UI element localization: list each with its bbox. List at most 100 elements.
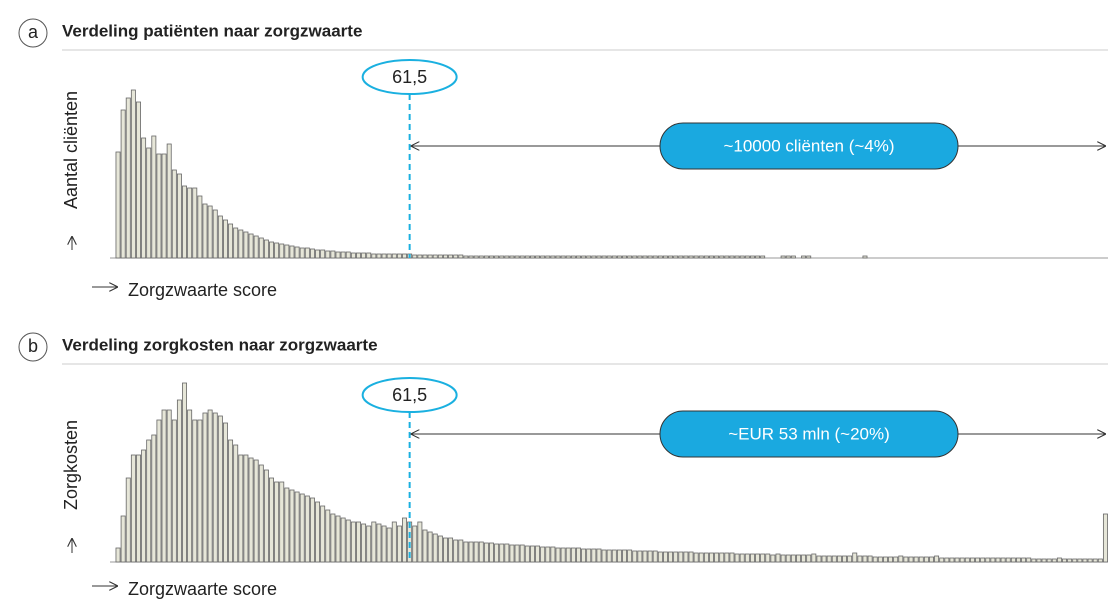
bar bbox=[483, 255, 489, 259]
bar bbox=[381, 253, 387, 259]
bar bbox=[453, 539, 459, 563]
bar bbox=[903, 556, 909, 563]
bar bbox=[223, 219, 228, 259]
bar bbox=[325, 509, 331, 563]
range-label: ~10000 cliënten (~4%) bbox=[723, 136, 894, 155]
bar bbox=[115, 547, 121, 563]
bar bbox=[668, 551, 674, 563]
bar bbox=[1026, 557, 1032, 563]
panel-title: Verdeling patiënten naar zorgzwaarte bbox=[62, 21, 362, 40]
bar bbox=[724, 255, 730, 259]
bar bbox=[806, 255, 812, 259]
bar bbox=[263, 469, 269, 563]
panel-badge bbox=[18, 18, 48, 48]
bar bbox=[146, 439, 152, 563]
bar bbox=[637, 255, 643, 259]
bar bbox=[535, 545, 541, 563]
bar bbox=[816, 555, 822, 563]
bar bbox=[228, 223, 234, 259]
bar bbox=[934, 555, 940, 563]
bar bbox=[683, 551, 689, 563]
bar bbox=[238, 229, 244, 259]
bar bbox=[1010, 557, 1016, 563]
bar bbox=[320, 505, 326, 563]
bar bbox=[514, 544, 520, 563]
bar bbox=[852, 552, 858, 563]
bar bbox=[862, 555, 868, 563]
bar bbox=[555, 255, 561, 259]
bar bbox=[233, 444, 239, 563]
marker-label: 61,5 bbox=[392, 385, 427, 405]
bar bbox=[468, 541, 474, 563]
bar bbox=[442, 254, 448, 259]
bar bbox=[141, 449, 147, 563]
bar bbox=[765, 553, 771, 563]
bar bbox=[309, 248, 315, 259]
bar bbox=[228, 439, 234, 563]
bar bbox=[442, 537, 448, 563]
marker-label: 61,5 bbox=[392, 67, 427, 87]
bar bbox=[422, 529, 428, 563]
bar bbox=[136, 454, 141, 563]
bar bbox=[361, 252, 367, 259]
bar bbox=[908, 556, 914, 563]
bar bbox=[371, 253, 377, 259]
bar bbox=[499, 543, 505, 563]
bar bbox=[156, 153, 162, 259]
bar bbox=[678, 551, 684, 563]
bar bbox=[458, 539, 464, 563]
bar bbox=[253, 459, 259, 563]
y-axis-label: Aantal cliënten bbox=[61, 91, 81, 209]
bar bbox=[473, 255, 479, 259]
bar bbox=[581, 255, 587, 259]
bar bbox=[898, 555, 904, 563]
bar bbox=[611, 255, 617, 259]
bar bbox=[576, 255, 581, 259]
bar bbox=[437, 535, 443, 563]
bar bbox=[673, 551, 679, 563]
bar bbox=[361, 523, 367, 563]
bar bbox=[176, 173, 182, 259]
bar bbox=[1046, 558, 1052, 563]
bar bbox=[125, 97, 131, 259]
bar bbox=[402, 517, 407, 563]
marker-ellipse bbox=[361, 377, 458, 413]
bar bbox=[202, 412, 208, 563]
x-axis-label: Zorgzwaarte score bbox=[128, 579, 277, 599]
bar bbox=[616, 549, 622, 563]
bar bbox=[570, 255, 576, 259]
bar bbox=[478, 541, 484, 563]
bar bbox=[939, 557, 945, 563]
bar bbox=[785, 554, 791, 563]
bar bbox=[130, 89, 136, 259]
bar bbox=[304, 247, 310, 259]
bar bbox=[141, 137, 147, 259]
bar bbox=[294, 491, 300, 563]
bar bbox=[821, 555, 827, 563]
bar bbox=[463, 255, 469, 259]
bar bbox=[197, 195, 203, 259]
bar bbox=[673, 255, 679, 259]
bar bbox=[811, 553, 817, 563]
bar bbox=[842, 555, 847, 563]
bar bbox=[483, 542, 489, 563]
bar bbox=[207, 409, 213, 563]
bar bbox=[529, 545, 535, 563]
bar bbox=[688, 551, 694, 563]
bar bbox=[836, 555, 842, 563]
bar bbox=[356, 252, 361, 259]
bar bbox=[678, 255, 684, 259]
bar bbox=[668, 255, 674, 259]
bar bbox=[212, 209, 218, 259]
bar bbox=[284, 487, 290, 563]
bar bbox=[182, 382, 187, 563]
bar bbox=[540, 255, 546, 259]
bar bbox=[565, 547, 571, 563]
bar bbox=[1036, 558, 1042, 563]
bar bbox=[586, 255, 592, 259]
bar bbox=[340, 517, 346, 563]
bar bbox=[831, 555, 837, 563]
bar bbox=[294, 246, 300, 259]
bar bbox=[647, 550, 653, 563]
